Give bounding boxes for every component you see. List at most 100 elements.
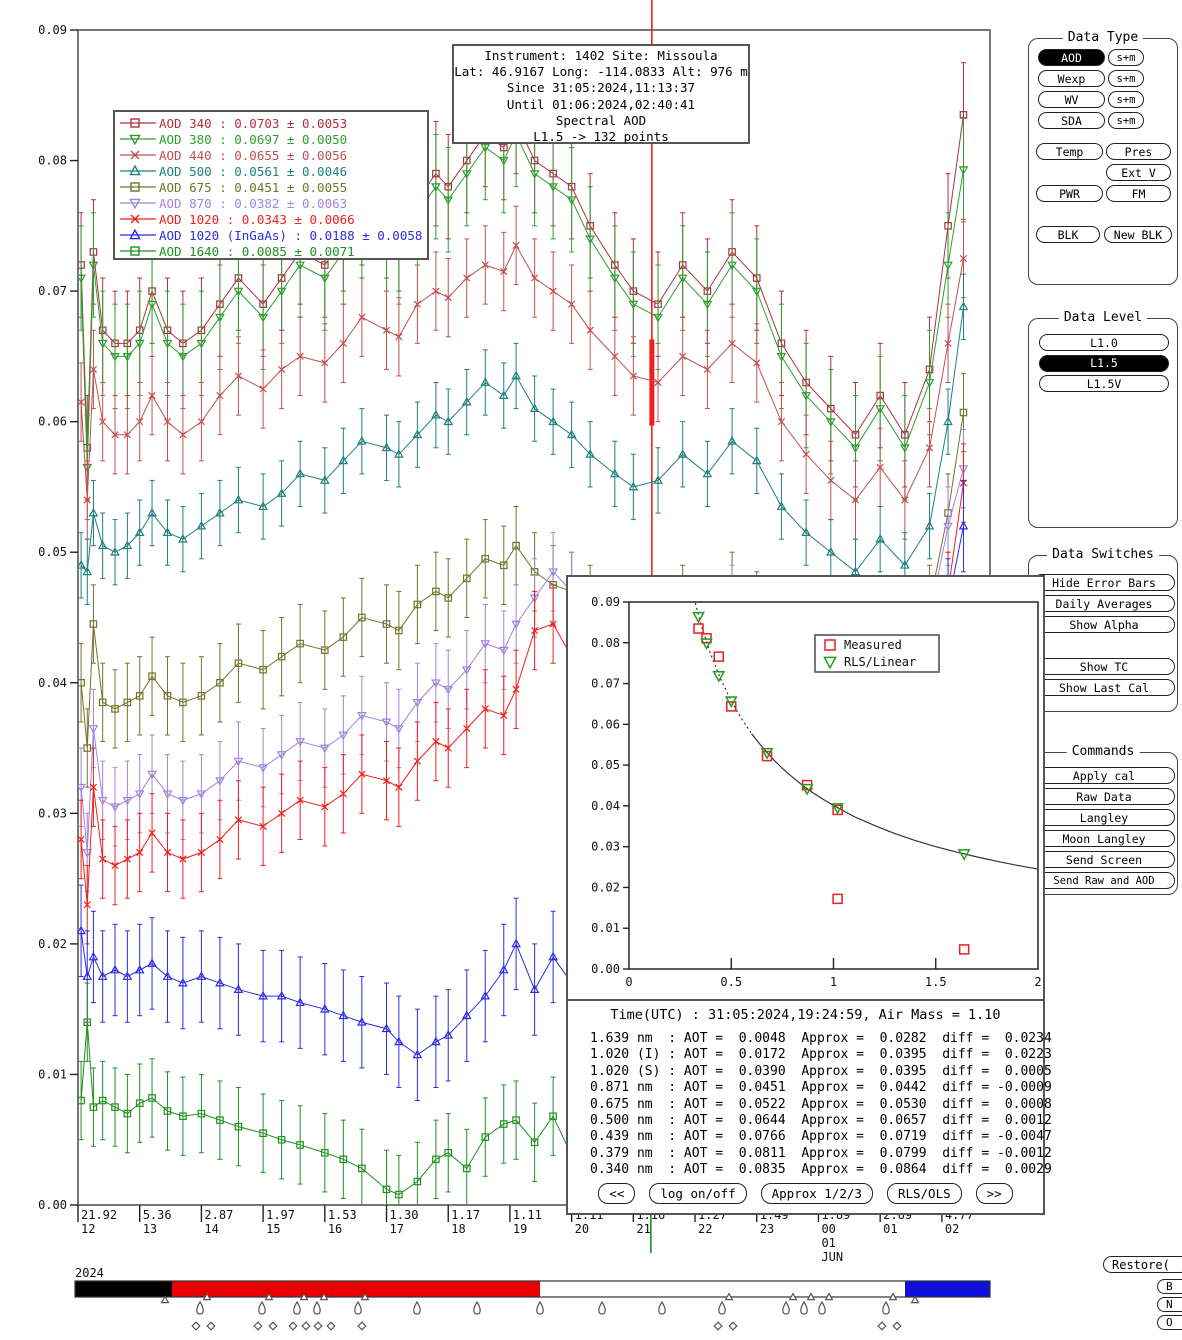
legend-entry-label: AOD 870 : 0.0382 ± 0.0063 — [159, 195, 348, 211]
y-tick-label: 0.05 — [38, 545, 67, 559]
inset-x-tick: 0 — [625, 975, 632, 989]
inset-y-tick: 0.01 — [591, 921, 620, 935]
data-type-sm-sda-button[interactable]: s+m — [1108, 112, 1144, 129]
data-type-pwr-button[interactable]: PWR — [1036, 185, 1103, 202]
data-type-sm-wv-button[interactable]: s+m — [1108, 91, 1144, 108]
data-type-sm-wexp-button[interactable]: s+m — [1108, 70, 1144, 87]
switch-show-alpha-button[interactable]: Show Alpha — [1033, 616, 1175, 633]
rls-ols-button[interactable]: RLS/OLS — [886, 1183, 962, 1204]
data-level-l15-button[interactable]: L1.5 — [1039, 354, 1169, 372]
data-level-l15v-button[interactable]: L1.5V — [1039, 375, 1169, 392]
bottom-timeline-strip: 2024 — [74, 1266, 991, 1331]
timeline-bar-segment[interactable] — [75, 1281, 172, 1297]
panel-commands: Commands Apply cal Raw Data Langley Moon La… — [1028, 744, 1178, 895]
legend-entry-aod-340: AOD 340 : 0.0703 ± 0.0053 — [119, 115, 427, 131]
measured-points — [693, 623, 970, 955]
popup-divider — [568, 999, 1043, 1001]
diamond-icon — [301, 1321, 311, 1331]
series-legend: AOD 340 : 0.0703 ± 0.0053 AOD 380 : 0.069… — [113, 110, 429, 260]
droplet-icon — [313, 1300, 321, 1315]
legend-entry-aod-1640: AOD 1640 : 0.0085 ± 0.0071 — [119, 243, 427, 259]
data-type-pres-button[interactable]: Pres — [1106, 143, 1171, 160]
timeline-bar-segment[interactable] — [172, 1281, 540, 1297]
command-raw-data-button[interactable]: Raw Data — [1033, 788, 1175, 805]
spectral-fit-popup: 0.00 0.01 0.02 0.03 0.04 0.05 0.06 0.07 0.08 0.09… — [566, 575, 1052, 1215]
data-type-temp-button[interactable]: Temp — [1036, 143, 1103, 160]
droplet-icon — [882, 1300, 890, 1315]
inset-legend-label: RLS/Linear — [844, 655, 916, 669]
data-type-sda-button[interactable]: SDA — [1038, 112, 1105, 129]
inset-y-tick: 0.03 — [591, 840, 620, 854]
diamond-icon — [326, 1321, 336, 1331]
restore-button[interactable]: Restore( — [1103, 1256, 1182, 1273]
x-tick-airmass: 1.97 — [266, 1208, 295, 1222]
triangle-icon — [160, 1295, 170, 1304]
panel-data-type: Data Type AOD s+m Wexp s+m WV s+m SDA s+m Temp Pr… — [1028, 30, 1178, 285]
x-tick-extra: JUN — [821, 1250, 843, 1264]
command-apply-cal-button[interactable]: Apply cal — [1033, 767, 1175, 784]
corner-button-n[interactable]: N — [1157, 1297, 1182, 1312]
next-button[interactable]: >> — [975, 1183, 1013, 1204]
data-type-blk-button[interactable]: BLK — [1036, 226, 1100, 243]
x-tick-hour: 15 — [266, 1222, 280, 1236]
droplet-icon — [354, 1300, 362, 1315]
triangle-icon — [824, 1292, 834, 1301]
legend-entry-aod-1020-ingaas-: AOD 1020 (InGaAs) : 0.0188 ± 0.0058 — [119, 227, 427, 243]
info-line-instrument: Instrument: 1402 Site: Missoula — [484, 48, 718, 63]
droplet-icon — [473, 1300, 481, 1315]
timeline-bar-segment[interactable] — [905, 1281, 990, 1297]
droplet-icon — [536, 1300, 544, 1315]
aot-table-row: 0.340 nm : AOT = 0.0835 Approx = 0.0864 … — [590, 1162, 1052, 1178]
droplet-icon — [800, 1300, 808, 1315]
data-type-sm-aod-button[interactable]: s+m — [1108, 49, 1144, 66]
corner-button-o[interactable]: O — [1157, 1315, 1182, 1330]
restore-button-label: Restore( — [1112, 1257, 1170, 1272]
approx-1-2-3-button[interactable]: Approx 1/2/3 — [760, 1183, 873, 1204]
data-level-l10-button[interactable]: L1.0 — [1039, 334, 1169, 351]
info-line-latlon: Lat: 46.9167 Long: -114.0833 Alt: 976 m — [454, 64, 748, 80]
switch-show-tc-button[interactable]: Show TC — [1033, 658, 1175, 675]
log-on-off-button[interactable]: log on/off — [649, 1183, 747, 1204]
data-type-wv-button[interactable]: WV — [1038, 91, 1105, 108]
data-type-wexp-button[interactable]: Wexp — [1038, 70, 1105, 87]
switch-hide-error-bars-button[interactable]: Hide Error Bars — [1033, 574, 1175, 591]
legend-entry-label: AOD 1020 : 0.0343 ± 0.0066 — [159, 211, 355, 227]
switch-daily-averages-button[interactable]: Daily Averages — [1033, 595, 1175, 612]
x-tick-airmass: 5.36 — [143, 1208, 172, 1222]
year-label: 2024 — [75, 1266, 104, 1280]
droplet-icon — [818, 1300, 826, 1315]
timeline-bar-frame — [74, 1280, 991, 1298]
inset-y-tick: 0.09 — [591, 595, 620, 609]
prev-button[interactable]: << — [598, 1183, 636, 1204]
aot-table-row: 0.871 nm : AOT = 0.0451 Approx = 0.0442 … — [590, 1080, 1052, 1096]
command-send-screen-button[interactable]: Send Screen — [1033, 851, 1175, 868]
command-send-raw-and-aod-button[interactable]: Send Raw and AOD — [1033, 872, 1175, 889]
command-moon-langley-button[interactable]: Moon Langley — [1033, 830, 1175, 847]
data-type-ext-v-button[interactable]: Ext V — [1106, 164, 1171, 181]
x-tick-airmass: 1.11 — [513, 1208, 542, 1222]
corner-button-b[interactable]: B — [1157, 1279, 1182, 1294]
data-type-fm-button[interactable]: FM — [1106, 185, 1171, 202]
panel-data-level: Data Level L1.0 L1.5 L1.5V — [1028, 310, 1178, 528]
x-tick-hour: 01 — [883, 1222, 897, 1236]
timeline-bar-segment[interactable] — [540, 1281, 905, 1297]
series-aod-500 — [78, 273, 969, 605]
data-type-new-blk-button[interactable]: New BLK — [1104, 226, 1172, 243]
legend-entry-aod-870: AOD 870 : 0.0382 ± 0.0063 — [119, 195, 427, 211]
x-marker-icon — [120, 150, 156, 160]
x-tick-extra: 01 — [821, 1236, 835, 1250]
diamond-icon — [728, 1321, 738, 1331]
info-box: Instrument: 1402 Site: Missoula Lat: 46.… — [452, 44, 750, 144]
legend-entry-label: AOD 500 : 0.0561 ± 0.0046 — [159, 163, 348, 179]
switch-show-last-cal-button[interactable]: Show Last Cal — [1033, 679, 1175, 696]
x-tick-hour: 20 — [575, 1222, 589, 1236]
triangle-icon — [299, 1292, 309, 1301]
data-type-aod-button[interactable]: AOD — [1038, 49, 1105, 66]
command-langley-button[interactable]: Langley — [1033, 809, 1175, 826]
y-tick-label: 0.06 — [38, 415, 67, 429]
droplet-icon — [718, 1300, 726, 1315]
droplet-icon — [196, 1300, 204, 1315]
x-tick-hour: 16 — [328, 1222, 342, 1236]
y-tick-label: 0.08 — [38, 154, 67, 168]
